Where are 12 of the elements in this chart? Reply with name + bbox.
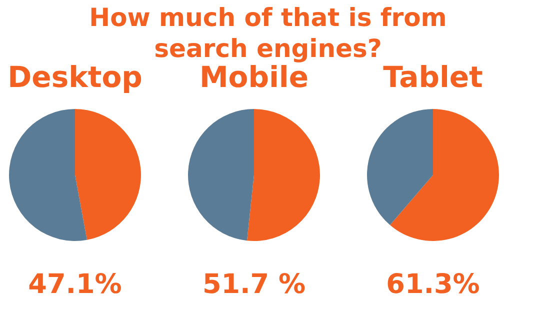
text: How much of that is from search engines?	[89, 3, 447, 63]
pie-slice	[188, 109, 254, 241]
data-label: 51.7 %	[202, 269, 306, 300]
data-label: 61.3%	[386, 269, 480, 300]
data-label: 47.1%	[28, 269, 122, 300]
pie-slice	[75, 109, 141, 240]
pie-slice	[246, 109, 320, 241]
pie-slice	[367, 109, 433, 226]
pie-slice	[390, 109, 499, 241]
chart-title: Desktop	[8, 60, 142, 94]
chart-title: Tablet	[383, 60, 484, 94]
pie-slice	[9, 109, 87, 241]
